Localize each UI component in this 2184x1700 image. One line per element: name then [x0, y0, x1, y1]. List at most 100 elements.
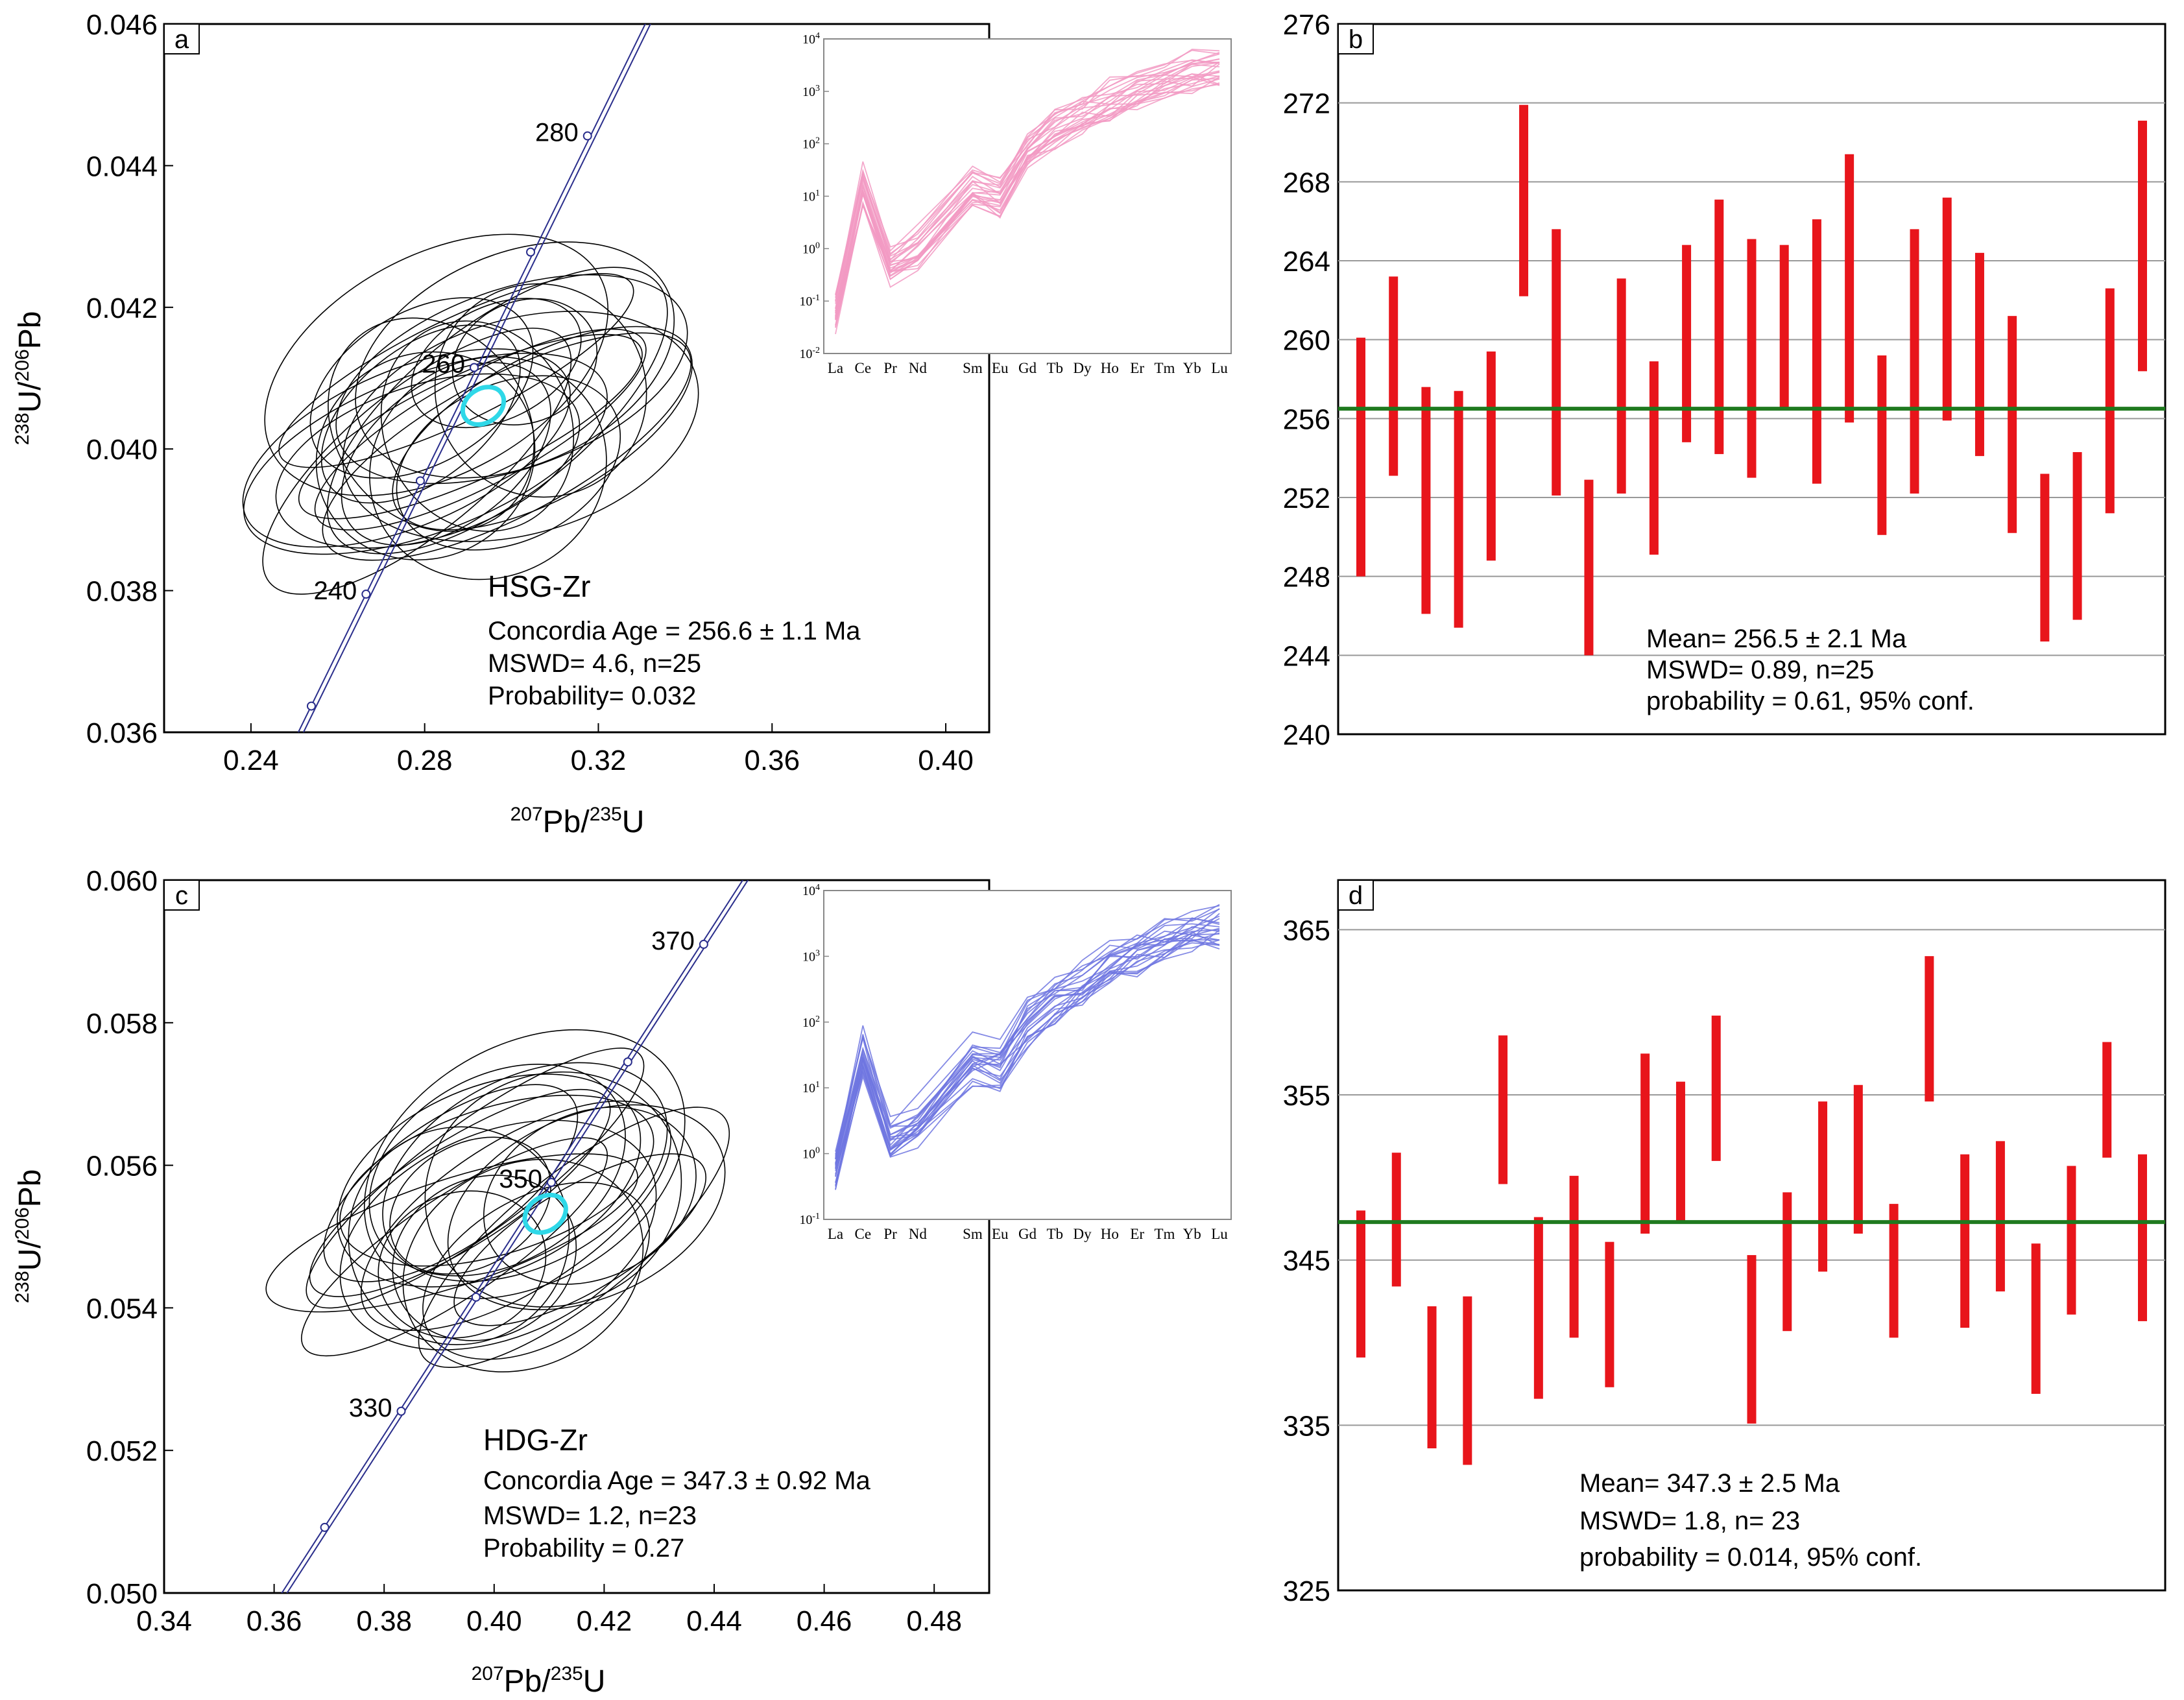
y-tick-label: 0.050 — [86, 1578, 158, 1610]
inset-y-tick-label: 10-1 — [799, 1212, 820, 1227]
panel-c-concordia-age-ellipse — [522, 1192, 568, 1235]
concordia-age-marker — [546, 1177, 556, 1187]
panel-c-letter-box — [163, 880, 200, 911]
x-tick-label: 0.40 — [918, 745, 974, 776]
error-ellipse — [424, 1071, 682, 1308]
panel-b-anno-line-2: MSWD= 0.89, n=25 — [1646, 656, 1874, 684]
panel-a-anno-line-2: MSWD= 4.6, n=25 — [488, 649, 701, 678]
ree-pattern-line — [835, 58, 1220, 320]
inset-y-tick-label: 102 — [802, 1014, 820, 1030]
y-tick-label: 0.036 — [86, 717, 158, 749]
age-error-bar — [1877, 355, 1887, 535]
age-error-bar — [1584, 479, 1594, 656]
error-ellipse — [369, 356, 607, 581]
inset-y-tick-label: 10-2 — [799, 346, 820, 361]
panel-a-sample-name: HSG-Zr — [488, 569, 590, 603]
inset-y-tick-label: 102 — [802, 136, 820, 152]
panel-c-letter: c — [175, 881, 188, 910]
error-ellipse — [392, 326, 693, 531]
panel-c-annotation: HDG-Zr Concordia Age = 347.3 ± 0.92 Ma M… — [483, 1423, 871, 1562]
age-error-bar — [1519, 104, 1529, 296]
age-error-bar — [1421, 387, 1431, 614]
panel-b-annotation: Mean= 256.5 ± 2.1 Ma MSWD= 0.89, n=25 pr… — [1646, 625, 1974, 715]
panel-a-letter: a — [174, 25, 189, 54]
age-error-bar — [1391, 1153, 1401, 1287]
x-tick-label: 0.24 — [223, 745, 279, 776]
age-error-bar — [1640, 1053, 1650, 1234]
age-error-bar — [1454, 390, 1463, 628]
panel-a-concordia-plot: 0.24 0.28 0.32 0.36 0.40 0.036 0.038 0.040 0.04… — [12, 9, 1232, 839]
age-error-bar — [1675, 1081, 1685, 1224]
panel-c-y-ticks: 0.050 0.052 0.054 0.056 0.058 0.060 — [86, 865, 173, 1610]
error-ellipse — [363, 1029, 686, 1300]
y-tick-label: 264 — [1283, 246, 1330, 278]
concordia-line — [286, 880, 749, 1593]
inset-y-tick-label: 104 — [802, 883, 820, 898]
x-tick-label: 0.36 — [246, 1605, 302, 1637]
y-tick-label: 240 — [1283, 719, 1330, 751]
inset-category-label: Eu — [992, 1226, 1009, 1242]
panel-d-age-bars — [1356, 956, 2147, 1465]
y-tick-label: 256 — [1283, 403, 1330, 435]
ree-pattern-line — [835, 939, 1220, 1169]
age-error-bar — [1356, 1210, 1365, 1358]
inset-category-label: Ho — [1101, 360, 1119, 376]
age-error-bar — [2067, 1166, 2076, 1315]
inset-y-tick-label: 103 — [802, 84, 820, 99]
concordia-age-ellipse — [522, 1192, 568, 1235]
error-ellipse — [380, 320, 575, 532]
error-ellipse — [361, 1100, 672, 1332]
error-ellipse — [418, 1107, 730, 1369]
panel-d-annotation: Mean= 347.3 ± 2.5 Ma MSWD= 1.8, n= 23 pr… — [1579, 1469, 1922, 1572]
panel-b-age-bars — [1356, 104, 2147, 656]
inset-category-label: Ho — [1101, 1226, 1119, 1242]
concordia-age-marker — [526, 247, 536, 257]
error-ellipse — [422, 1182, 650, 1360]
concordia-age-marker — [306, 701, 316, 711]
panel-a-x-ticks: 0.24 0.28 0.32 0.36 0.40 — [223, 723, 974, 776]
error-ellipse — [378, 1190, 547, 1339]
error-ellipse — [314, 328, 647, 531]
panel-a-anno-line-1: Concordia Age = 256.6 ± 1.1 Ma — [488, 617, 861, 645]
age-error-bar — [1569, 1175, 1579, 1338]
error-ellipse — [339, 1119, 657, 1350]
error-ellipse — [411, 298, 582, 429]
ree-pattern-line — [835, 929, 1220, 1175]
panel-d-weighted-mean-plot: 325 335 345 355 365 d Mean= 347.3 ± 2.5 Ma M… — [1283, 879, 2166, 1607]
age-error-bar — [1974, 252, 1984, 457]
panel-c-y-axis-label: 238U/206Pb — [12, 1169, 47, 1304]
y-tick-label: 365 — [1283, 915, 1330, 946]
age-error-bar — [1616, 278, 1626, 494]
error-ellipse — [339, 1094, 654, 1267]
panel-d-anno-line-3: probability = 0.014, 95% conf. — [1579, 1543, 1922, 1572]
y-tick-label: 345 — [1283, 1245, 1330, 1277]
inset-category-label: La — [828, 360, 843, 376]
age-error-bar — [1889, 1204, 1899, 1338]
error-ellipse — [326, 267, 668, 555]
panel-b-letter-box — [1338, 23, 1374, 54]
age-error-bar — [1812, 219, 1821, 484]
y-tick-label: 276 — [1283, 9, 1330, 41]
error-ellipse — [301, 1137, 608, 1357]
age-error-bar — [1747, 1255, 1757, 1424]
panel-a-concordia-age-ellipse — [460, 385, 507, 427]
age-error-bar — [1995, 1141, 2005, 1292]
inset-y-tick-label: 104 — [802, 31, 820, 47]
inset-category-label: Lu — [1211, 1226, 1228, 1242]
ree-pattern-line — [835, 905, 1220, 1160]
panel-a-age-labels: 240 260 280 — [314, 119, 579, 606]
concordia-line — [302, 24, 651, 732]
age-error-bar — [2072, 452, 2082, 620]
y-tick-label: 0.044 — [86, 150, 158, 182]
y-tick-label: 260 — [1283, 325, 1330, 357]
panel-d-anno-line-2: MSWD= 1.8, n= 23 — [1579, 1507, 1800, 1535]
error-ellipse — [341, 362, 551, 546]
ree-pattern-line — [835, 49, 1220, 302]
age-error-bar — [2102, 1042, 2112, 1158]
inset-y-tick-label: 103 — [802, 948, 820, 964]
panel-b-anno-line-1: Mean= 256.5 ± 2.1 Ma — [1646, 625, 1907, 653]
panel-c-error-ellipses — [265, 1029, 730, 1372]
panel-b-letter: b — [1349, 25, 1363, 54]
error-ellipse — [306, 1048, 645, 1309]
inset-category-label: Dy — [1074, 360, 1092, 376]
